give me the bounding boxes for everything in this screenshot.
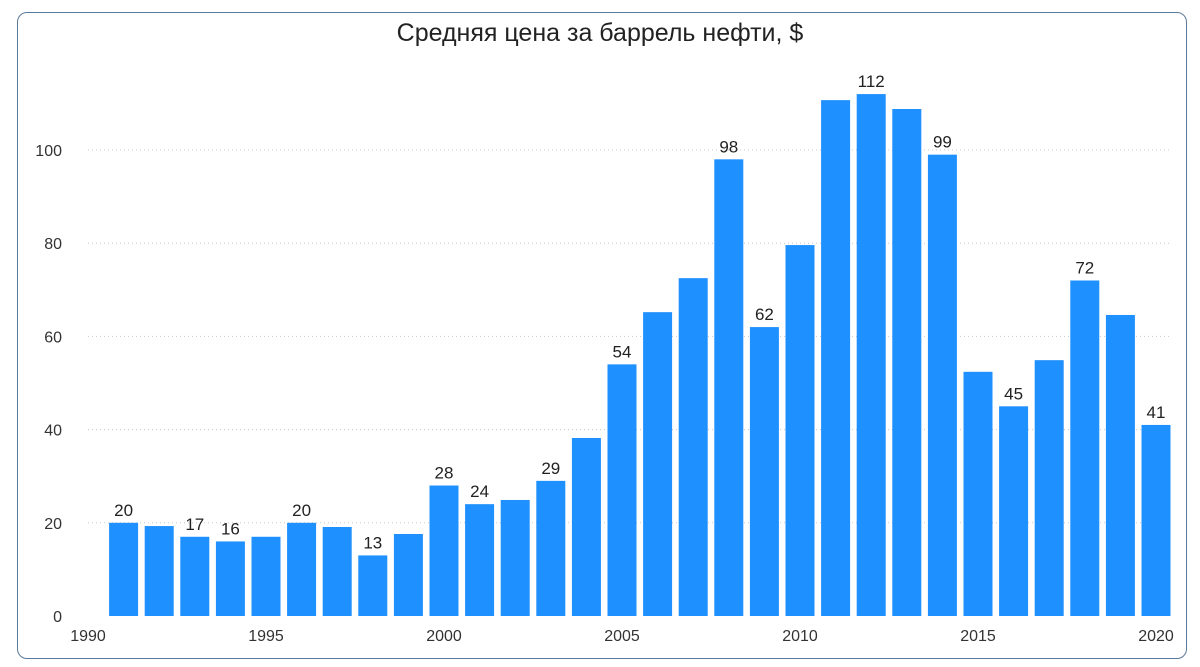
bar-2013 <box>892 108 922 616</box>
data-label-2003: 29 <box>541 459 560 478</box>
y-tick-label: 20 <box>44 516 62 533</box>
data-label-1993: 17 <box>185 515 204 534</box>
bar-1995 <box>251 536 281 616</box>
bar-2018 <box>1070 280 1100 616</box>
data-label-1996: 20 <box>292 501 311 520</box>
data-label-2018: 72 <box>1075 258 1094 277</box>
bar-2000 <box>429 485 459 616</box>
data-label-2020: 41 <box>1147 403 1166 422</box>
bar-2005 <box>607 364 637 616</box>
bar-2019 <box>1105 314 1135 616</box>
y-tick-label: 100 <box>35 143 62 160</box>
data-label-2005: 54 <box>613 342 632 361</box>
bar-2012 <box>856 94 886 616</box>
bar-1999 <box>393 533 423 616</box>
data-label-1994: 16 <box>221 519 240 538</box>
bar-2002 <box>500 499 530 616</box>
data-label-2016: 45 <box>1004 384 1023 403</box>
data-label-1991: 20 <box>114 501 133 520</box>
bar-1997 <box>322 526 352 616</box>
bar-2003 <box>536 480 566 616</box>
bar-2010 <box>785 245 815 616</box>
bar-2001 <box>465 504 495 616</box>
bar-2004 <box>571 437 601 616</box>
y-tick-label: 40 <box>44 423 62 440</box>
x-tick-label: 2015 <box>960 628 996 645</box>
bar-2007 <box>678 278 708 616</box>
bar-1993 <box>180 536 210 616</box>
x-tick-label: 1995 <box>248 628 284 645</box>
bar-1996 <box>287 522 317 616</box>
data-label-2000: 28 <box>435 464 454 483</box>
bar-2006 <box>643 312 673 616</box>
chart-title: Средняя цена за баррель нефти, $ <box>396 19 804 47</box>
data-label-2001: 24 <box>470 482 489 501</box>
x-tick-label: 2020 <box>1138 628 1174 645</box>
y-tick-label: 0 <box>53 609 62 626</box>
bar-2020 <box>1141 424 1171 616</box>
data-label-1998: 13 <box>363 533 382 552</box>
data-label-2008: 98 <box>719 137 738 156</box>
bar-2011 <box>821 100 851 616</box>
bar-2016 <box>999 406 1029 616</box>
bar-2015 <box>963 371 993 616</box>
bar-1992 <box>144 526 174 616</box>
y-tick-label: 80 <box>44 236 62 253</box>
x-tick-label: 1990 <box>70 628 106 645</box>
data-label-2012: 112 <box>858 72 885 91</box>
bar-1994 <box>215 541 245 616</box>
x-tick-label: 2000 <box>426 628 462 645</box>
data-label-2014: 99 <box>933 133 952 152</box>
bar-2017 <box>1034 360 1064 616</box>
bar-1991 <box>109 522 139 616</box>
y-tick-label: 60 <box>44 329 62 346</box>
data-label-2009: 62 <box>755 305 774 324</box>
x-tick-label: 2010 <box>782 628 818 645</box>
bar-1998 <box>358 555 388 616</box>
bar-2009 <box>749 327 779 616</box>
bar-2014 <box>927 154 957 616</box>
x-tick-label: 2005 <box>604 628 640 645</box>
chart-frame <box>17 12 1187 659</box>
bar-2008 <box>714 159 744 616</box>
